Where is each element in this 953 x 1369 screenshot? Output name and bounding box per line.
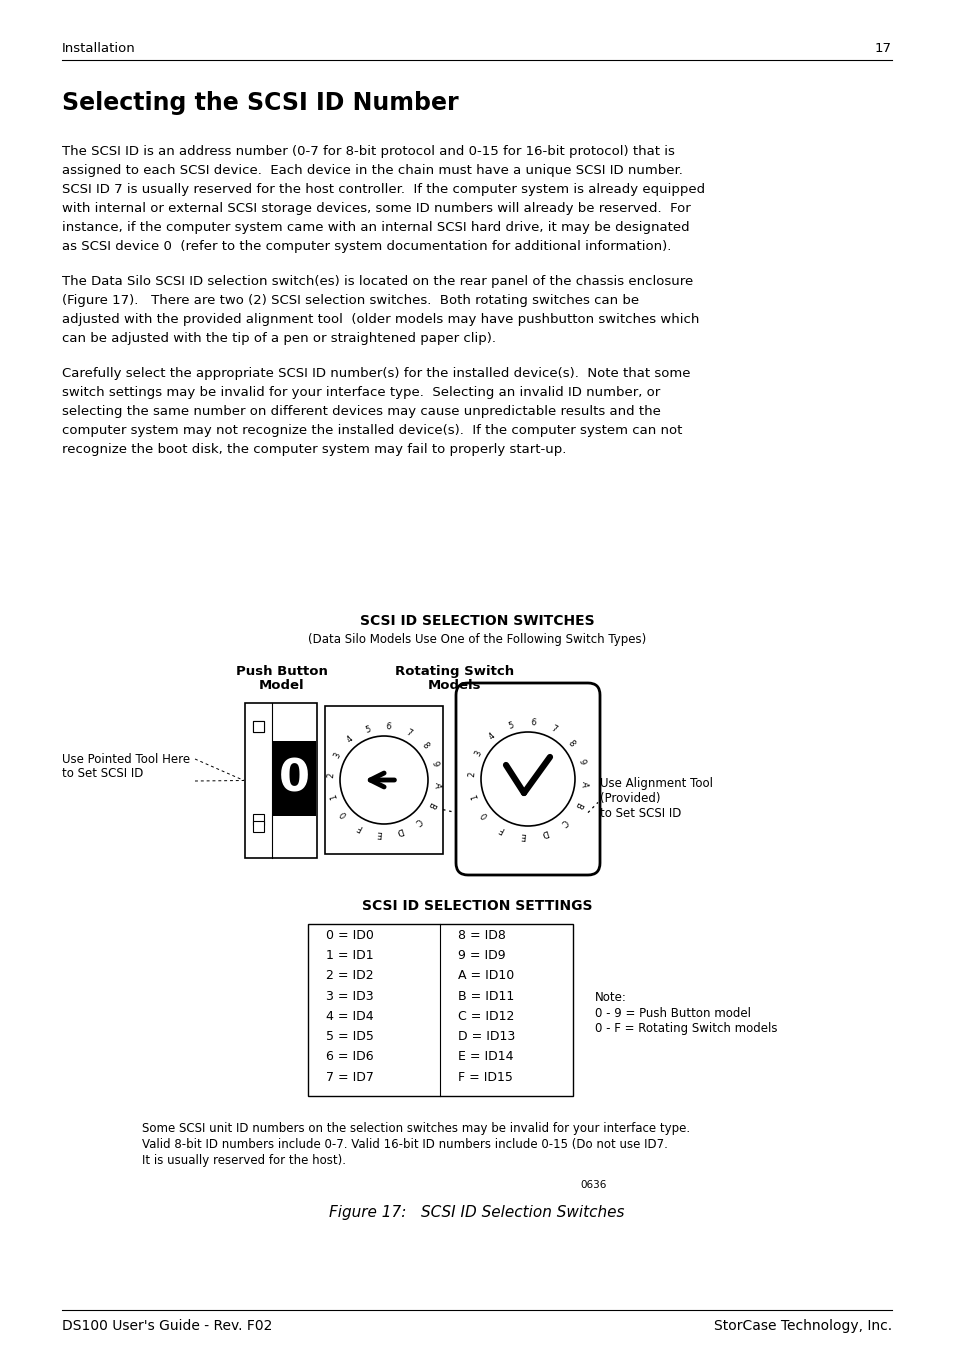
Text: 5: 5 bbox=[507, 720, 515, 731]
Text: 0: 0 bbox=[479, 810, 490, 820]
Text: 4 = ID4: 4 = ID4 bbox=[326, 1010, 374, 1023]
Text: 3: 3 bbox=[473, 749, 483, 757]
Text: SCSI ID SELECTION SWITCHES: SCSI ID SELECTION SWITCHES bbox=[359, 615, 594, 628]
Text: A: A bbox=[578, 780, 588, 787]
Text: 6 = ID6: 6 = ID6 bbox=[326, 1050, 374, 1064]
Text: 7 = ID7: 7 = ID7 bbox=[326, 1071, 374, 1084]
Text: Installation: Installation bbox=[62, 42, 135, 55]
Text: 0: 0 bbox=[279, 757, 310, 799]
Text: Some SCSI unit ID numbers on the selection switches may be invalid for your inte: Some SCSI unit ID numbers on the selecti… bbox=[142, 1123, 689, 1135]
Text: with internal or external SCSI storage devices, some ID numbers will already be : with internal or external SCSI storage d… bbox=[62, 203, 690, 215]
Text: assigned to each SCSI device.  Each device in the chain must have a unique SCSI : assigned to each SCSI device. Each devic… bbox=[62, 164, 682, 177]
Text: 2 = ID2: 2 = ID2 bbox=[326, 969, 374, 983]
Text: D: D bbox=[395, 826, 404, 836]
Bar bbox=[272, 741, 315, 816]
Text: can be adjusted with the tip of a pen or straightened paper clip).: can be adjusted with the tip of a pen or… bbox=[62, 333, 496, 345]
Bar bbox=[308, 924, 573, 1097]
Text: SCSI ID SELECTION SETTINGS: SCSI ID SELECTION SETTINGS bbox=[361, 899, 592, 913]
Text: 1: 1 bbox=[328, 793, 338, 799]
Text: E: E bbox=[519, 830, 525, 839]
Text: 0 - F = Rotating Switch models: 0 - F = Rotating Switch models bbox=[595, 1023, 777, 1035]
Text: Models: Models bbox=[428, 679, 481, 691]
Text: 0 - 9 = Push Button model: 0 - 9 = Push Button model bbox=[595, 1008, 750, 1020]
Text: recognize the boot disk, the computer system may fail to properly start-up.: recognize the boot disk, the computer sy… bbox=[62, 444, 566, 456]
Text: 9: 9 bbox=[576, 758, 586, 767]
Text: 1: 1 bbox=[469, 793, 479, 799]
Text: to Set SCSI ID: to Set SCSI ID bbox=[599, 808, 680, 820]
Text: 6: 6 bbox=[385, 723, 392, 732]
Text: 0: 0 bbox=[338, 809, 348, 819]
Text: 5: 5 bbox=[364, 724, 372, 735]
Bar bbox=[325, 706, 442, 854]
Text: 8: 8 bbox=[565, 738, 576, 747]
Text: 4: 4 bbox=[487, 731, 497, 741]
Bar bbox=[245, 704, 316, 858]
Text: B = ID11: B = ID11 bbox=[458, 990, 515, 1002]
Text: Note:: Note: bbox=[595, 991, 626, 1005]
Text: to Set SCSI ID: to Set SCSI ID bbox=[62, 767, 143, 780]
FancyBboxPatch shape bbox=[456, 683, 599, 875]
Text: Rotating Switch: Rotating Switch bbox=[395, 665, 514, 678]
Text: 4: 4 bbox=[345, 734, 355, 745]
Text: Use Pointed Tool Here: Use Pointed Tool Here bbox=[62, 753, 190, 767]
Text: 2: 2 bbox=[326, 772, 335, 779]
Text: as SCSI device 0  (refer to the computer system documentation for additional inf: as SCSI device 0 (refer to the computer … bbox=[62, 240, 671, 253]
Text: 8 = ID8: 8 = ID8 bbox=[458, 930, 506, 942]
Text: 6: 6 bbox=[529, 719, 536, 728]
Text: F: F bbox=[355, 821, 363, 832]
Text: Carefully select the appropriate SCSI ID number(s) for the installed device(s). : Carefully select the appropriate SCSI ID… bbox=[62, 367, 690, 381]
Text: C: C bbox=[558, 816, 569, 827]
Text: instance, if the computer system came with an internal SCSI hard drive, it may b: instance, if the computer system came wi… bbox=[62, 220, 689, 234]
Text: D = ID13: D = ID13 bbox=[458, 1031, 516, 1043]
Text: selecting the same number on different devices may cause unpredictable results a: selecting the same number on different d… bbox=[62, 405, 660, 418]
Text: Push Button: Push Button bbox=[235, 665, 328, 678]
Text: adjusted with the provided alignment tool  (older models may have pushbutton swi: adjusted with the provided alignment too… bbox=[62, 314, 699, 326]
Bar bbox=[253, 721, 264, 732]
Bar bbox=[253, 815, 264, 826]
Text: 3 = ID3: 3 = ID3 bbox=[326, 990, 374, 1002]
Text: Model: Model bbox=[259, 679, 305, 691]
Bar bbox=[253, 721, 264, 732]
Text: 3: 3 bbox=[332, 752, 342, 760]
Text: 2: 2 bbox=[467, 771, 476, 778]
Text: Use Alignment Tool: Use Alignment Tool bbox=[599, 778, 712, 790]
Text: 0636: 0636 bbox=[579, 1180, 606, 1190]
Text: B: B bbox=[425, 799, 436, 809]
Text: (Data Silo Models Use One of the Following Switch Types): (Data Silo Models Use One of the Followi… bbox=[308, 632, 645, 646]
Text: (Figure 17).   There are two (2) SCSI selection switches.  Both rotating switche: (Figure 17). There are two (2) SCSI sele… bbox=[62, 294, 639, 307]
Text: The SCSI ID is an address number (0-7 for 8-bit protocol and 0-15 for 16-bit pro: The SCSI ID is an address number (0-7 fo… bbox=[62, 145, 674, 157]
Text: StorCase Technology, Inc.: StorCase Technology, Inc. bbox=[713, 1318, 891, 1333]
Text: 8: 8 bbox=[419, 741, 429, 750]
Text: switch settings may be invalid for your interface type.  Selecting an invalid ID: switch settings may be invalid for your … bbox=[62, 386, 659, 398]
Text: C = ID12: C = ID12 bbox=[458, 1010, 515, 1023]
Text: F = ID15: F = ID15 bbox=[458, 1071, 513, 1084]
Text: Figure 17:   SCSI ID Selection Switches: Figure 17: SCSI ID Selection Switches bbox=[329, 1205, 624, 1220]
Text: D: D bbox=[539, 827, 549, 838]
Text: 1 = ID1: 1 = ID1 bbox=[326, 949, 374, 962]
Text: computer system may not recognize the installed device(s).  If the computer syst: computer system may not recognize the in… bbox=[62, 424, 681, 437]
Bar bbox=[253, 821, 264, 832]
Text: F: F bbox=[497, 824, 506, 834]
Text: The Data Silo SCSI ID selection switch(es) is located on the rear panel of the c: The Data Silo SCSI ID selection switch(e… bbox=[62, 275, 693, 287]
Text: A = ID10: A = ID10 bbox=[458, 969, 515, 983]
Text: (Provided): (Provided) bbox=[599, 793, 659, 805]
Text: 0 = ID0: 0 = ID0 bbox=[326, 930, 374, 942]
Text: A: A bbox=[432, 782, 441, 789]
Text: B: B bbox=[572, 799, 582, 809]
Text: 9: 9 bbox=[429, 760, 439, 768]
Text: It is usually reserved for the host).: It is usually reserved for the host). bbox=[142, 1154, 346, 1166]
Text: DS100 User's Guide - Rev. F02: DS100 User's Guide - Rev. F02 bbox=[62, 1318, 273, 1333]
Text: C: C bbox=[413, 816, 423, 826]
Text: 9 = ID9: 9 = ID9 bbox=[458, 949, 506, 962]
Text: SCSI ID 7 is usually reserved for the host controller.  If the computer system i: SCSI ID 7 is usually reserved for the ho… bbox=[62, 183, 704, 196]
Text: Selecting the SCSI ID Number: Selecting the SCSI ID Number bbox=[62, 90, 458, 115]
Text: E: E bbox=[376, 828, 382, 838]
Text: 7: 7 bbox=[549, 724, 558, 735]
Text: E = ID14: E = ID14 bbox=[458, 1050, 514, 1064]
Text: 7: 7 bbox=[403, 728, 413, 738]
Text: 17: 17 bbox=[874, 42, 891, 55]
Text: Valid 8-bit ID numbers include 0-7. Valid 16-bit ID numbers include 0-15 (Do not: Valid 8-bit ID numbers include 0-7. Vali… bbox=[142, 1138, 667, 1151]
Text: 5 = ID5: 5 = ID5 bbox=[326, 1031, 374, 1043]
